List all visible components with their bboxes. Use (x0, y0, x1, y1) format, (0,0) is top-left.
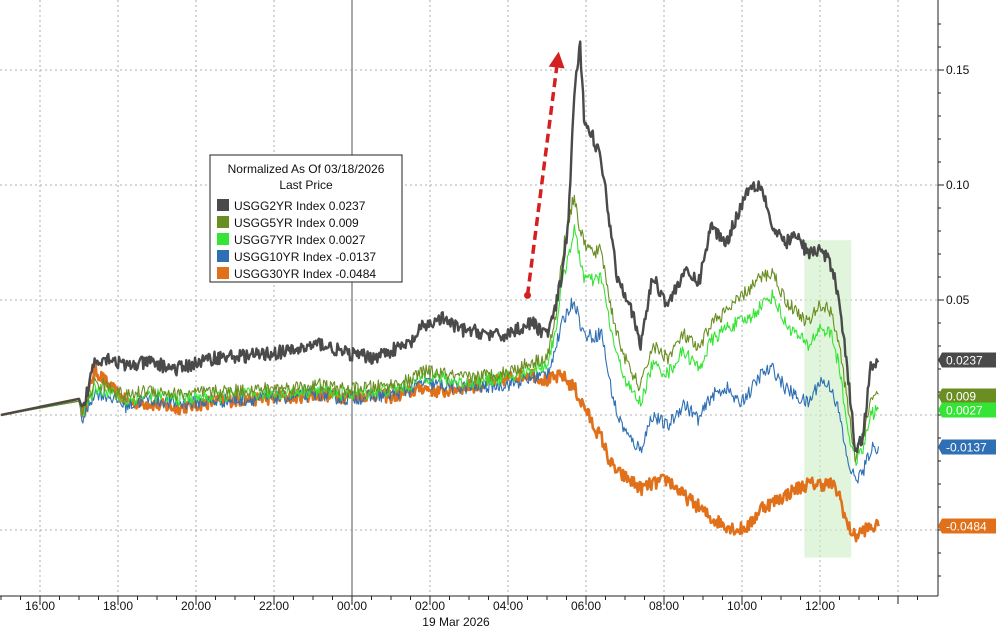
x-tick-label-1200: 12:00 (805, 599, 835, 613)
legend-entry-3: USGG7YR Index 0.0027 (234, 233, 366, 247)
arrow-shaft (525, 67, 559, 296)
badge-label-5: -0.0484 (946, 520, 987, 534)
legend-swatch-2 (217, 216, 229, 228)
legend-box (209, 154, 403, 283)
series-line-usgg2yr (0, 40, 880, 454)
legend-title: Normalized As Of 03/18/2026 (228, 162, 385, 176)
x-tick-label-2200: 22:00 (259, 599, 289, 613)
y-tick-label-005: 0.05 (946, 293, 970, 307)
axes: 0.15 0.10 0.05 16:00 18:00 20:00 22:00 00:00 02:… (0, 0, 970, 629)
annotation-layer (524, 51, 565, 299)
x-tick-label-1000: 10:00 (727, 599, 757, 613)
badge-label-3: 0.0027 (946, 404, 983, 418)
gridlines (0, 0, 938, 596)
x-tick-label-0000: 00:00 (337, 599, 367, 613)
series-line-usgg30yr (0, 362, 880, 543)
legend-entry-1: USGG2YR Index 0.0237 (234, 199, 366, 213)
x-tick-label-0200: 02:00 (415, 599, 445, 613)
badge-3 (938, 402, 996, 418)
legend-subtitle: Last Price (279, 178, 333, 192)
arrow-origin-dot (524, 291, 531, 299)
x-tick-label-0400: 04:00 (493, 599, 523, 613)
badge-label-4: -0.0137 (946, 441, 987, 455)
badge-2 (938, 388, 996, 404)
badge-1 (938, 352, 996, 368)
x-date-label: 19 Mar 2026 (422, 615, 490, 629)
x-tick-label-1600: 16:00 (25, 599, 55, 613)
x-tick-label-2000: 20:00 (181, 599, 211, 613)
x-tick-label-0600: 06:00 (571, 599, 601, 613)
badge-5 (938, 518, 996, 534)
y-tick-label-015: 0.15 (946, 63, 970, 77)
x-tick-label-1800: 18:00 (103, 599, 133, 613)
legend-swatch-5 (217, 267, 229, 279)
badge-label-2: 0.009 (946, 390, 976, 404)
badge-label-1: 0.0237 (946, 354, 983, 368)
y-tick-label-010: 0.10 (946, 178, 970, 192)
x-tick-label-0800: 08:00 (649, 599, 679, 613)
legend-swatch-3 (217, 233, 229, 245)
series-layer (0, 40, 880, 543)
legend-entry-4: USGG10YR Index -0.0137 (234, 250, 376, 264)
series-line-usgg5yr (0, 194, 879, 463)
legend-entry-2: USGG5YR Index 0.009 (234, 216, 359, 230)
legend-swatch-1 (217, 199, 229, 211)
badge-4 (938, 439, 996, 455)
legend-entry-5: USGG30YR Index -0.0484 (234, 267, 376, 281)
arrow-head (548, 51, 565, 69)
legend: Normalized As Of 03/18/2026 Last Price USG… (209, 154, 403, 283)
legend-swatch-4 (217, 250, 229, 262)
